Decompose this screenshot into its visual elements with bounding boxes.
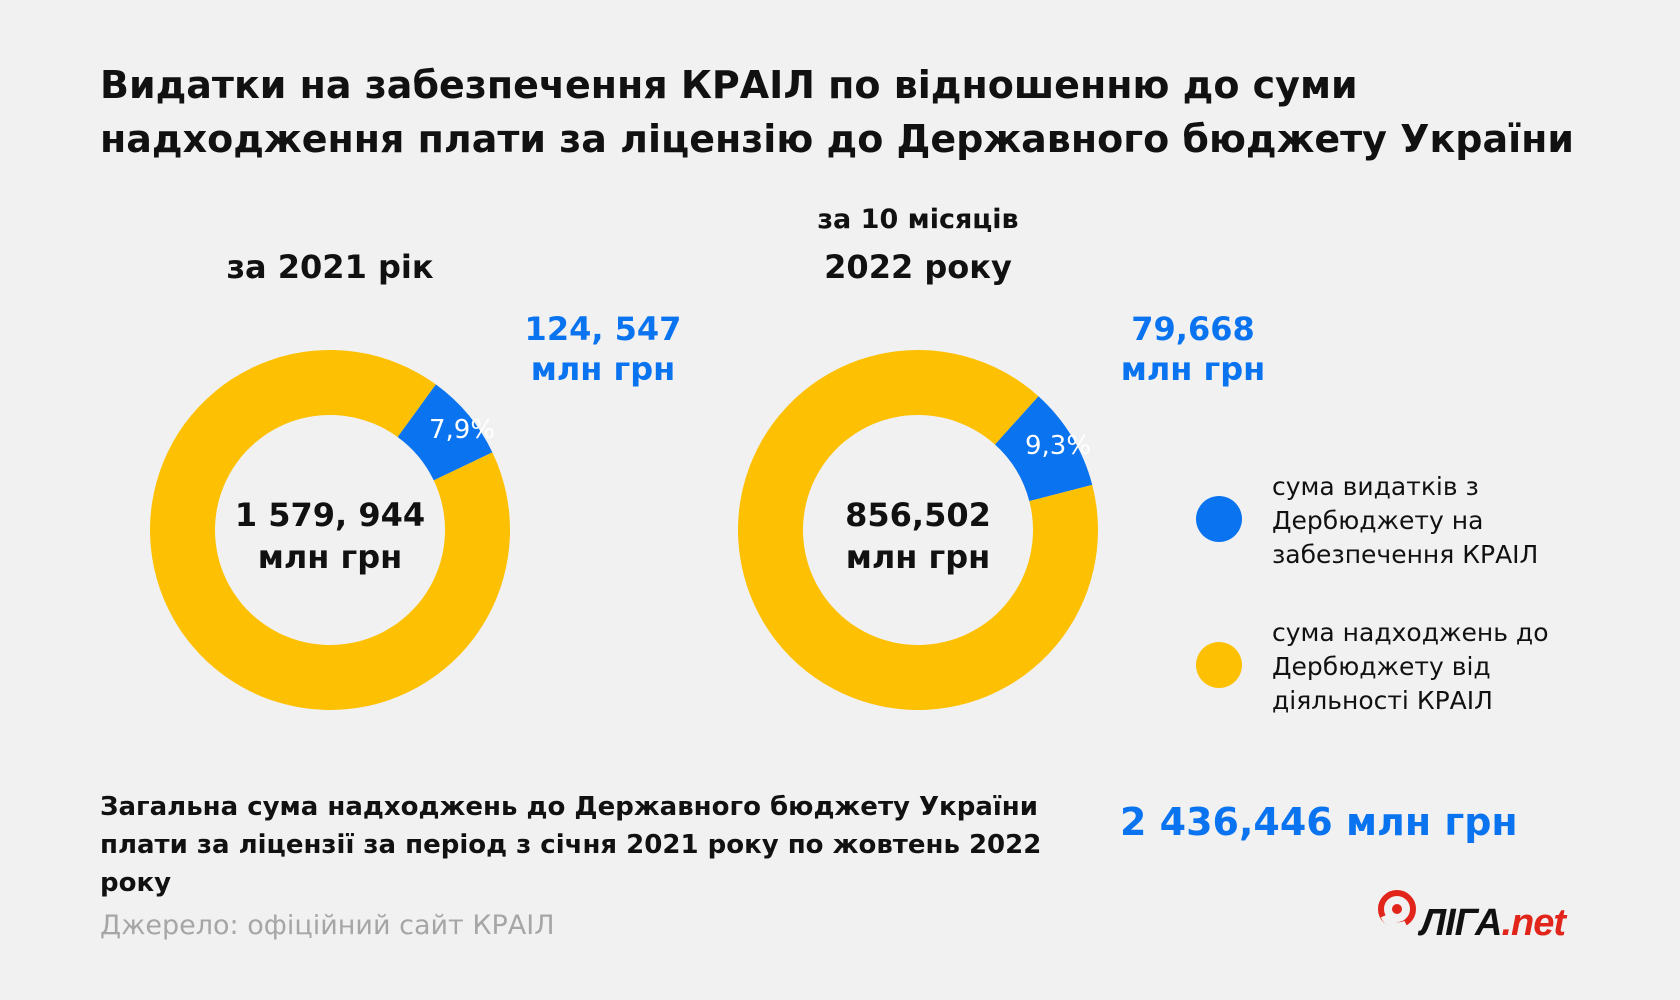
chart-2022-subtitle-line-1: за 10 місяців xyxy=(817,204,1019,235)
legend-label-expenses: сума видатків з Дербюджету на забезпечен… xyxy=(1272,472,1539,569)
total-line-1: Загальна сума надходжень до Державного б… xyxy=(100,792,1038,822)
donut-2021-center-label-2: млн грн xyxy=(258,538,403,576)
legend-swatch-blue xyxy=(1196,496,1242,542)
donut-2022-center-label-1: 856,502 xyxy=(845,496,991,534)
donut-2022-callout-1: 79,668 xyxy=(1131,310,1254,348)
donut-2022-slice-revenue xyxy=(738,350,1098,710)
source-note: Джерело: офіційний сайт КРАІЛ xyxy=(100,910,555,941)
donut-2021-percent-label: 7,9% xyxy=(429,415,495,445)
title-line-1: Видатки на забезпечення КРАІЛ по відноше… xyxy=(100,63,1358,107)
donut-2021-slice-expenses xyxy=(397,384,493,481)
total-line-2: плати за ліцензії за період з січня 2021… xyxy=(100,830,1042,898)
page-title: Видатки на забезпечення КРАІЛ по відноше… xyxy=(100,58,1600,166)
donut-2022-percent-label: 9,3% xyxy=(1025,431,1091,461)
legend-swatch-yellow xyxy=(1196,642,1242,688)
logo-wordmark: ЛІГА.net xyxy=(1420,902,1566,944)
total-description: Загальна сума надходжень до Державного б… xyxy=(100,788,1100,902)
donut-2021-center-label-1: 1 579, 944 xyxy=(235,496,425,534)
donut-2021-callout-2: млн грн xyxy=(531,350,676,388)
liga-logo-icon xyxy=(1378,890,1416,930)
donut-2021-slice-revenue xyxy=(150,350,511,710)
liga-net-logo: ЛІГА.net xyxy=(1376,880,1586,952)
chart-2022-subtitle-line-2: 2022 року xyxy=(824,248,1012,286)
chart-2021-subtitle: за 2021 рік xyxy=(226,248,434,286)
donut-2022-callout-2: млн грн xyxy=(1121,350,1266,388)
title-line-2: надходження плати за ліцензію до Державн… xyxy=(100,117,1575,161)
total-value: 2 436,446 млн грн xyxy=(1120,800,1518,844)
donut-2021-callout-1: 124, 547 xyxy=(525,310,682,348)
legend-label-revenue: сума надходжень до Дербюджету від діяльн… xyxy=(1272,618,1549,715)
donut-2022-center-label-2: млн грн xyxy=(846,538,991,576)
donut-2022-slice-expenses xyxy=(994,396,1093,502)
